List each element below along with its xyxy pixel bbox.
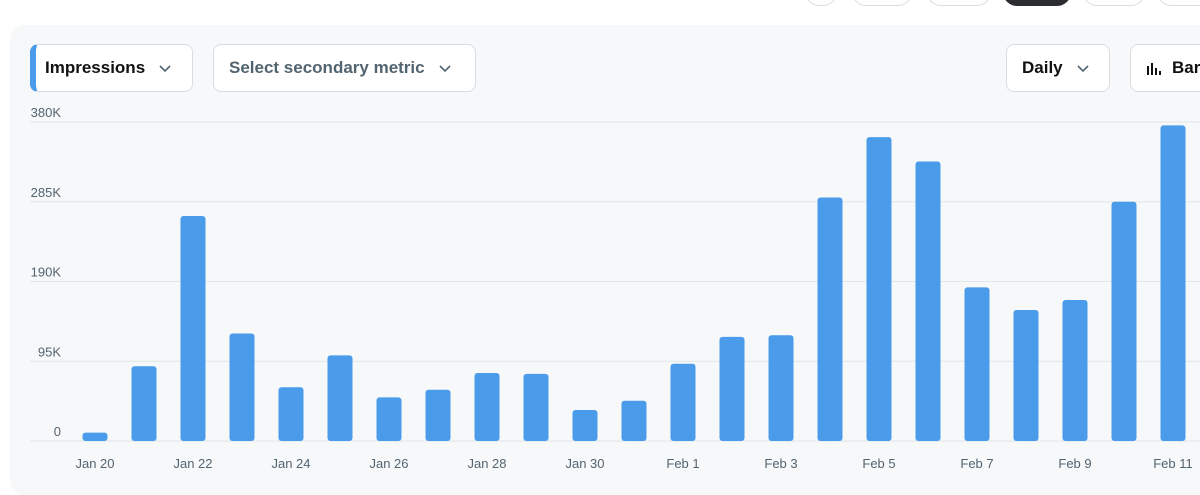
x-tick-label: Feb 5 [862,456,895,471]
chevron-down-icon [439,65,451,73]
bar-feb-3[interactable] [768,335,794,441]
bar-chart-icon [1147,63,1161,75]
y-tick-label: 95K [38,344,61,359]
x-tick-label: Feb 1 [666,456,699,471]
bar-feb-8[interactable] [1013,310,1039,441]
bar-feb-10[interactable] [1111,201,1137,441]
x-tick-label: Jan 28 [467,456,506,471]
bar-feb-2[interactable] [719,336,745,441]
primary-metric-dropdown[interactable]: Impressions [30,44,193,92]
x-tick-label: Jan 24 [271,456,310,471]
bar-jan-28[interactable] [474,373,500,441]
bar-jan-22[interactable] [180,216,206,441]
chevron-down-icon [1077,65,1089,73]
bar-jan-23[interactable] [229,333,255,441]
chart-type-dropdown[interactable]: Bar [1130,44,1200,92]
y-tick-label: 285K [31,185,62,200]
secondary-metric-dropdown[interactable]: Select secondary metric [213,44,476,92]
x-tick-label: Jan 30 [565,456,604,471]
chart-card [10,25,1200,495]
bar-jan-29[interactable] [523,373,549,441]
primary-metric-label: Impressions [45,58,146,77]
y-tick-label: 0 [54,424,61,439]
x-tick-label: Jan 22 [173,456,212,471]
y-tick-label: 190K [31,265,62,280]
bar-jan-24[interactable] [278,387,304,441]
grid-lines [30,121,1200,442]
bars [82,125,1186,441]
interval-label: Daily [1022,58,1063,77]
x-tick-label: Jan 26 [369,456,408,471]
chevron-down-icon [159,65,171,73]
interval-dropdown[interactable]: Daily [1006,44,1110,92]
x-tick-label: Feb 7 [960,456,993,471]
secondary-metric-label: Select secondary metric [229,58,425,77]
bar-feb-1[interactable] [670,363,696,441]
x-tick-label: Feb 11 [1153,456,1193,471]
bar-jan-27[interactable] [425,389,451,441]
x-tick-label: Feb 9 [1058,456,1091,471]
bar-feb-7[interactable] [964,287,990,441]
bar-feb-4[interactable] [817,197,843,441]
chart-type-label: Bar [1172,58,1200,77]
x-tick-label: Feb 3 [764,456,797,471]
y-tick-label: 380K [31,105,62,120]
bar-jan-30[interactable] [572,409,598,441]
bar-feb-11[interactable] [1160,125,1186,441]
bar-jan-25[interactable] [327,355,353,441]
x-tick-label: Jan 20 [75,456,114,471]
bar-jan-31[interactable] [621,400,647,441]
bar-feb-5[interactable] [866,137,892,441]
bar-jan-26[interactable] [376,397,402,441]
bar-jan-21[interactable] [131,366,157,441]
y-axis-ticks: 0 95K 190K 285K 380K [31,105,62,439]
x-axis-ticks: Jan 20 Jan 22 Jan 24 Jan 26 Jan 28 Jan 30 Feb … [75,456,1192,471]
bar-feb-6[interactable] [915,161,941,441]
bar-feb-9[interactable] [1062,299,1088,441]
bar-jan-20[interactable] [82,432,108,441]
